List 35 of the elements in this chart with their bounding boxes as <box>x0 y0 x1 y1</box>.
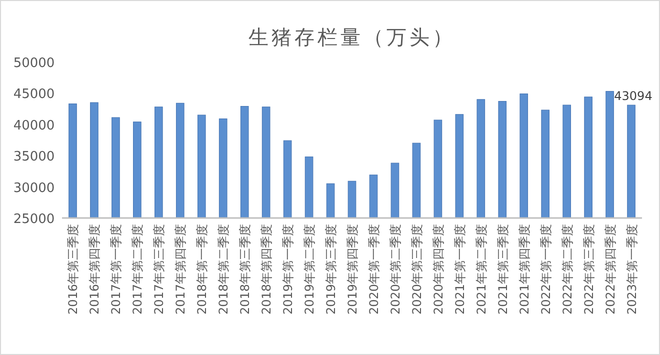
x-tick-label: 2023年第一季度 <box>624 224 639 315</box>
x-tick-label: 2016年第三季度 <box>66 224 80 315</box>
x-tick-label: 2018年第四季度 <box>260 224 274 315</box>
x-tick-label: 2018年第三季度 <box>238 224 252 315</box>
x-tick-label: 2019年第三季度 <box>324 224 338 315</box>
x-tick-label: 2017年第三季度 <box>152 224 166 315</box>
x-tick-label: 2021年第一季度 <box>452 224 467 315</box>
x-tick-label: 2020年第三季度 <box>410 224 424 315</box>
x-tick-label: 2022年第一季度 <box>538 224 553 315</box>
x-tick-label: 2020年第二季度 <box>388 224 402 315</box>
x-tick-label: 2022年第三季度 <box>582 224 596 315</box>
chart-title: 生猪存栏量（万头） <box>248 25 456 49</box>
x-tick-label: 2019年第二季度 <box>302 224 317 315</box>
x-tick-label: 2017年第一季度 <box>109 224 124 315</box>
x-tick-label: 2018年第一季度 <box>195 224 210 315</box>
y-tick-label: 50000 <box>13 56 55 71</box>
y-tick-label: 30000 <box>13 180 55 196</box>
y-tick-label: 35000 <box>13 150 55 165</box>
x-tick-label: 2019年第一季度 <box>281 224 296 315</box>
x-tick-label: 2021年第三季度 <box>496 224 510 315</box>
x-tick-label: 2018年第二季度 <box>216 224 231 315</box>
x-tick-label: 2017年第二季度 <box>130 224 145 315</box>
y-tick-label: 25000 <box>13 212 55 227</box>
y-tick-label: 40000 <box>13 118 55 134</box>
x-tick-label: 2022年第二季度 <box>560 224 574 315</box>
x-tick-label: 2022年第四季度 <box>603 224 618 315</box>
x-tick-label: 2017年第四季度 <box>174 224 188 315</box>
x-tick-label: 2016年第四季度 <box>88 224 102 315</box>
x-tick-label: 2021年第二季度 <box>474 224 488 315</box>
x-tick-label: 2020年第四季度 <box>431 224 446 315</box>
x-tick-label: 2019年第四季度 <box>346 224 360 315</box>
data-label: 43094 <box>614 89 652 104</box>
x-tick-label: 2020年第一季度 <box>366 224 381 315</box>
x-tick-label: 2021年第四季度 <box>517 224 532 315</box>
y-tick-label: 45000 <box>13 87 55 102</box>
